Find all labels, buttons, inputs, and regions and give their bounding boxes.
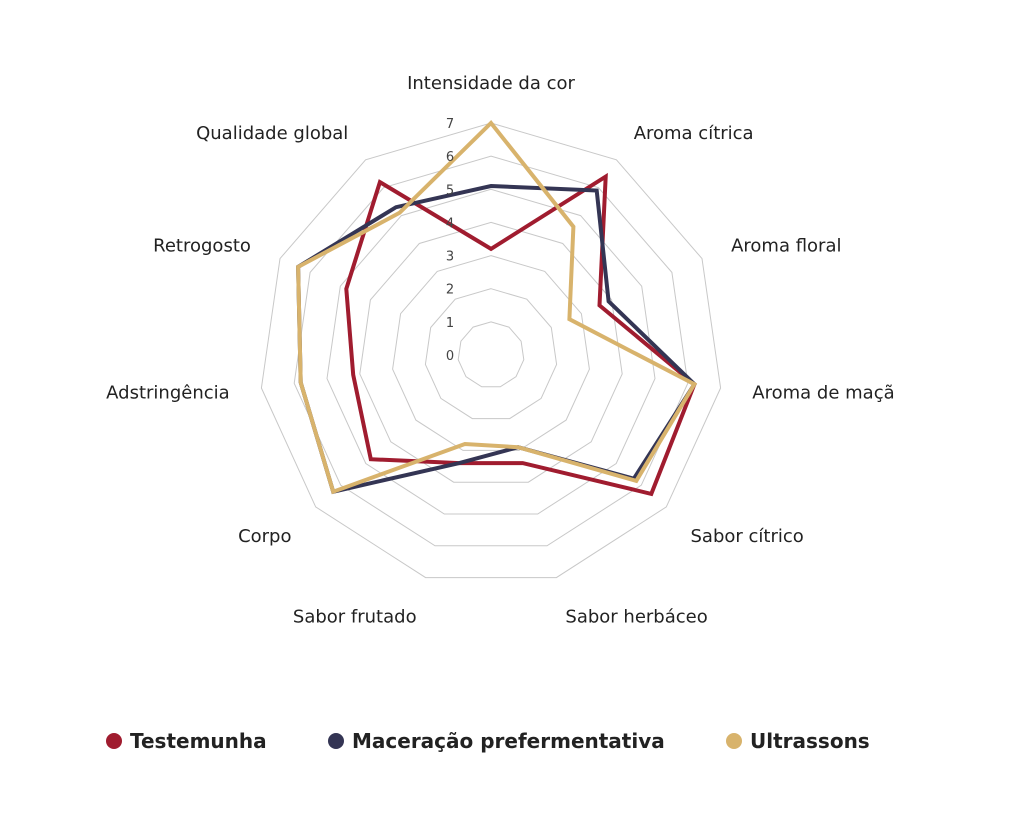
axis-label: Adstringência — [106, 383, 230, 404]
tick-labels: 0 1 2 3 4 5 6 7 — [446, 117, 454, 364]
legend: Testemunha Maceração prefermentativa Ult… — [0, 724, 1024, 758]
legend-marker-maceracao — [328, 733, 344, 749]
legend-label-ultrassons: Ultrassons — [750, 729, 870, 753]
grid-ring — [359, 221, 623, 483]
tick-label: 0 — [446, 349, 454, 364]
axis-label: Aroma de maçã — [752, 383, 894, 404]
legend-marker-testemunha — [106, 733, 122, 749]
axis-labels: Intensidade da cor Aroma cítrica Aroma flo… — [106, 73, 894, 627]
axis-label: Retrogosto — [153, 235, 251, 256]
grid — [260, 122, 722, 579]
tick-label: 3 — [446, 250, 454, 265]
radar-plot: 0 1 2 3 4 5 6 7 Intensidade da cor Aroma cítrica… — [106, 73, 894, 627]
legend-marker-ultrassons — [726, 733, 742, 749]
grid-ring — [457, 321, 525, 388]
tick-label: 2 — [446, 283, 454, 298]
axis-label: Corpo — [238, 526, 291, 547]
grid-ring — [424, 288, 558, 420]
series-line-2 — [296, 120, 698, 495]
tick-label: 7 — [446, 117, 454, 132]
legend-label-maceracao: Maceração prefermentativa — [352, 729, 665, 753]
series-line-0 — [344, 172, 697, 497]
axis-label: Sabor frutado — [293, 606, 417, 627]
axis-label: Intensidade da cor — [407, 73, 575, 94]
tick-label: 5 — [446, 183, 454, 198]
tick-label: 6 — [446, 150, 454, 165]
grid-ring — [293, 155, 689, 547]
axis-label: Sabor herbáceo — [565, 606, 707, 627]
series-layer — [296, 120, 698, 497]
legend-item-testemunha: Testemunha — [106, 724, 267, 758]
axis-label: Sabor cítrico — [691, 526, 804, 547]
axis-label: Aroma cítrica — [634, 123, 754, 144]
legend-item-ultrassons: Ultrassons — [726, 724, 870, 758]
grid-ring — [392, 255, 590, 451]
tick-label: 1 — [446, 316, 454, 331]
grid-ring — [260, 122, 722, 579]
grid-ring — [326, 188, 656, 515]
axis-label: Qualidade global — [196, 123, 348, 144]
legend-item-maceracao: Maceração prefermentativa — [328, 724, 665, 758]
legend-label-testemunha: Testemunha — [130, 729, 267, 753]
axis-label: Aroma floral — [731, 235, 841, 256]
tick-label: 4 — [446, 216, 454, 231]
